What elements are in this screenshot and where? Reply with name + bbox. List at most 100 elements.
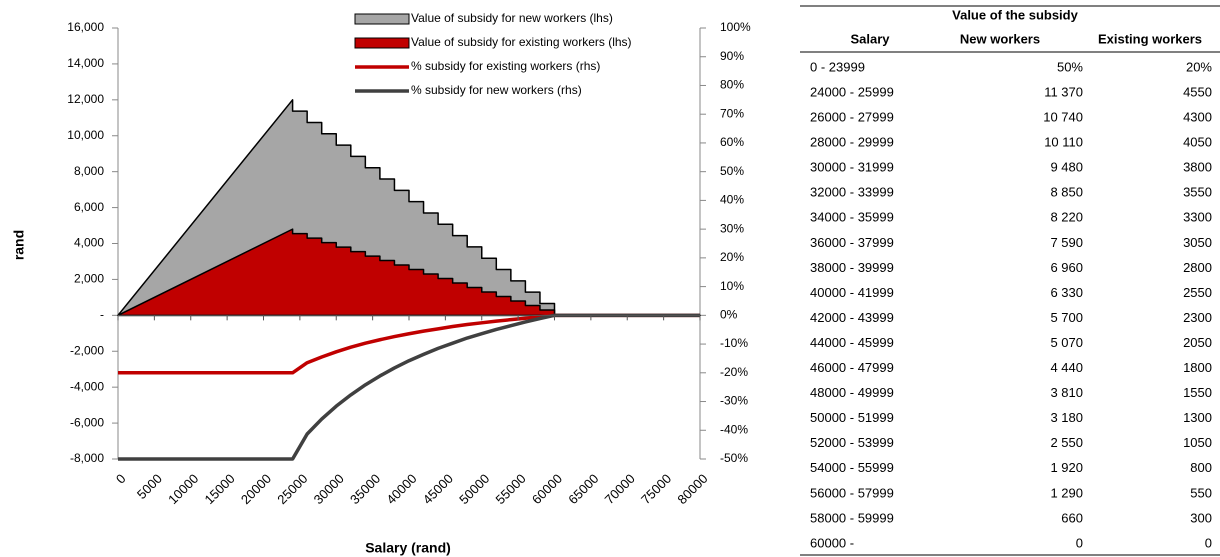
y2-tick-label: -50%: [720, 451, 748, 465]
table-cell: 58000 - 59999: [810, 510, 894, 525]
table-cell: 1300: [1183, 410, 1212, 425]
table-cell: 3800: [1183, 160, 1212, 175]
table-cell: 54000 - 55999: [810, 460, 894, 475]
line: [118, 313, 700, 461]
y-tick-label: 14,000: [67, 56, 104, 70]
x-tick-label: 70000: [602, 471, 638, 507]
table-cell: 8 850: [1050, 185, 1083, 200]
table-cell: 10 740: [1043, 110, 1083, 125]
x-tick-label: 60000: [529, 471, 565, 507]
y2-tick-label: -40%: [720, 422, 748, 436]
y2-tick-label: 20%: [720, 250, 744, 264]
table-cell: 50%: [1057, 59, 1083, 74]
table-cell: 2800: [1183, 260, 1212, 275]
table-cell: 4550: [1183, 84, 1212, 99]
x-tick-label: 0: [113, 471, 129, 487]
x-tick-label: 40000: [383, 471, 419, 507]
table-cell: 1550: [1183, 385, 1212, 400]
y2-tick-label: 90%: [720, 49, 744, 63]
table-cell: 44000 - 45999: [810, 335, 894, 350]
table-cell: 9 480: [1050, 160, 1083, 175]
table-cell: 3550: [1183, 185, 1212, 200]
table-cell: 2300: [1183, 310, 1212, 325]
table-cell: 46000 - 47999: [810, 360, 894, 375]
table-cell: 50000 - 51999: [810, 410, 894, 425]
x-tick-label: 5000: [134, 471, 165, 502]
table-cell: 2 550: [1050, 435, 1083, 450]
y2-tick-label: 60%: [720, 135, 744, 149]
table-cell: 40000 - 41999: [810, 285, 894, 300]
x-tick-label: 50000: [456, 471, 492, 507]
y2-tick-label: -20%: [720, 365, 748, 379]
table-cell: 32000 - 33999: [810, 185, 894, 200]
x-tick-label: 30000: [311, 471, 347, 507]
table-cell: 2550: [1183, 285, 1212, 300]
table-cell: 24000 - 25999: [810, 84, 894, 99]
table-cell: 56000 - 57999: [810, 485, 894, 500]
table-cell: 1 290: [1050, 485, 1083, 500]
x-tick-label: 55000: [493, 471, 529, 507]
legend-label: Value of subsidy for new workers (lhs): [411, 11, 613, 25]
y2-tick-label: 100%: [720, 20, 751, 34]
table-group-header: Value of the subsidy: [952, 7, 1078, 22]
x-tick-label: 25000: [274, 471, 310, 507]
table-cell: 52000 - 53999: [810, 435, 894, 450]
y-tick-label: 4,000: [74, 236, 104, 250]
y-axis-label: rand: [11, 230, 27, 260]
table-column-header: New workers: [960, 31, 1040, 46]
table-column-header: Existing workers: [1098, 31, 1202, 46]
legend-label: Value of subsidy for existing workers (l…: [411, 35, 632, 49]
table-cell: 38000 - 39999: [810, 260, 894, 275]
y-tick-label: -2,000: [70, 343, 104, 357]
table-cell: 4300: [1183, 110, 1212, 125]
y2-tick-label: -30%: [720, 394, 748, 408]
table-cell: 5 700: [1050, 310, 1083, 325]
legend-swatch: [354, 13, 410, 25]
y-tick-label: 16,000: [67, 20, 104, 34]
table-cell: 4050: [1183, 135, 1212, 150]
table-cell: 3050: [1183, 235, 1212, 250]
table-column-header: Salary: [850, 31, 890, 46]
table-cell: 36000 - 37999: [810, 235, 894, 250]
y2-tick-label: 0%: [720, 308, 738, 322]
y-tick-label: 8,000: [74, 164, 104, 178]
y-tick-label: 2,000: [74, 272, 104, 286]
y-tick-label: 10,000: [67, 128, 104, 142]
table-cell: 1800: [1183, 360, 1212, 375]
table-cell: 26000 - 27999: [810, 110, 894, 125]
table-cell: 42000 - 43999: [810, 310, 894, 325]
table-cell: 60000 -: [810, 535, 854, 550]
table-cell: 8 220: [1050, 210, 1083, 225]
x-tick-label: 10000: [165, 471, 201, 507]
x-axis-label: Salary (rand): [365, 540, 451, 556]
legend-label: % subsidy for existing workers (rhs): [411, 59, 600, 73]
x-tick-label: 45000: [420, 471, 456, 507]
table-cell: 5 070: [1050, 335, 1083, 350]
x-tick-label: 80000: [674, 471, 710, 507]
x-tick-label: 15000: [202, 471, 238, 507]
y2-tick-label: 30%: [720, 221, 744, 235]
y-tick-label: -8,000: [70, 451, 104, 465]
y-tick-label: 6,000: [74, 200, 104, 214]
table-cell: 4 440: [1050, 360, 1083, 375]
table-cell: 800: [1190, 460, 1212, 475]
y-tick-label: 12,000: [67, 92, 104, 106]
table-cell: 0: [1205, 535, 1212, 550]
y2-tick-label: 40%: [720, 193, 744, 207]
table-cell: 300: [1190, 510, 1212, 525]
y-tick-label: -: [100, 308, 104, 322]
table-cell: 10 110: [1044, 135, 1083, 150]
table-cell: 0 - 23999: [810, 59, 865, 74]
legend-swatch: [354, 37, 410, 49]
table-cell: 28000 - 29999: [810, 135, 894, 150]
table-cell: 660: [1061, 510, 1083, 525]
table-cell: 11 370: [1044, 84, 1083, 99]
table-cell: 20%: [1186, 59, 1212, 74]
line: [118, 313, 700, 375]
y2-tick-label: 80%: [720, 78, 744, 92]
table-cell: 7 590: [1050, 235, 1083, 250]
table-cell: 3 810: [1050, 385, 1083, 400]
table-cell: 550: [1190, 485, 1212, 500]
x-tick-label: 75000: [638, 471, 674, 507]
